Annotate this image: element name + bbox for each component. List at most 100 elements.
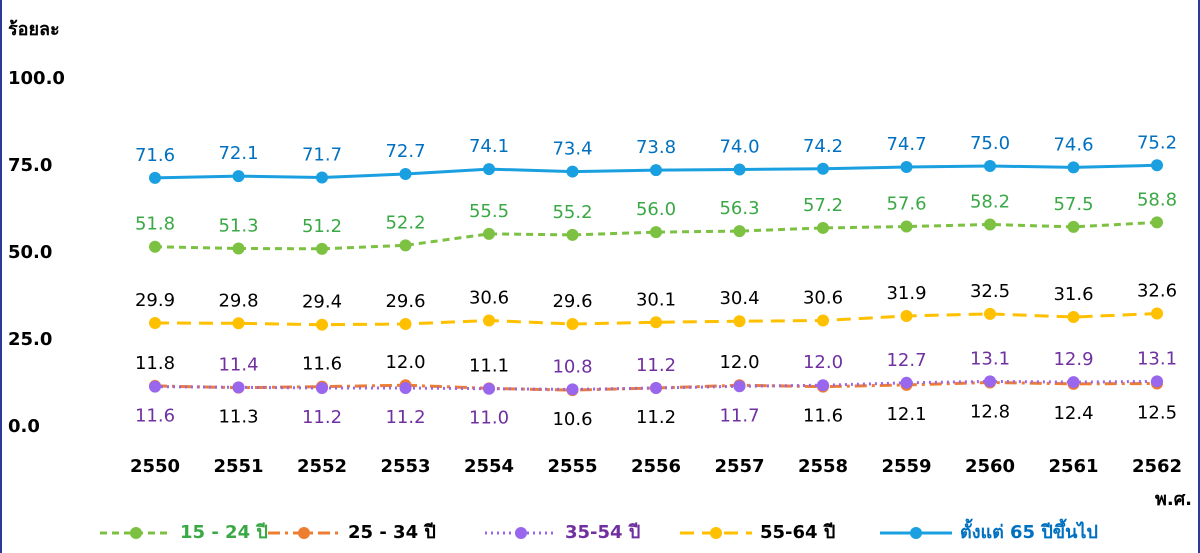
x-tick-label: 2557 xyxy=(714,456,764,477)
legend-label: 25 - 34 ปี xyxy=(348,522,436,543)
data-label: 55.5 xyxy=(469,201,509,222)
point xyxy=(483,163,495,176)
data-label: 29.6 xyxy=(552,291,592,312)
data-label: 11.2 xyxy=(636,407,676,428)
data-label: 30.6 xyxy=(469,288,509,309)
data-label: 74.0 xyxy=(719,136,759,157)
point xyxy=(316,242,328,255)
data-label: 29.9 xyxy=(135,290,175,311)
legend-label: 15 - 24 ปี xyxy=(180,522,268,543)
data-label: 56.3 xyxy=(719,198,759,219)
y-axis-label: ร้อยละ xyxy=(8,19,60,40)
x-tick-label: 2555 xyxy=(547,456,597,477)
legend-marker xyxy=(130,527,142,539)
legend-label: 55-64 ปี xyxy=(760,522,835,543)
y-tick-label: 75.0 xyxy=(8,155,52,176)
legend-marker xyxy=(910,527,922,539)
data-label: 58.2 xyxy=(970,191,1010,212)
data-label: 13.1 xyxy=(970,348,1010,369)
y-tick-label: 0.0 xyxy=(8,416,40,437)
data-label: 12.4 xyxy=(1053,403,1093,424)
data-label: 11.2 xyxy=(385,407,425,428)
point xyxy=(984,375,996,388)
point xyxy=(483,314,495,327)
data-label: 72.7 xyxy=(385,141,425,162)
data-label: 12.9 xyxy=(1053,349,1093,370)
data-label: 11.7 xyxy=(719,405,759,426)
data-label: 11.2 xyxy=(636,355,676,376)
x-tick-label: 2562 xyxy=(1132,456,1182,477)
data-label: 10.8 xyxy=(552,356,592,377)
point xyxy=(483,227,495,240)
point xyxy=(232,317,245,330)
legend-label: 35-54 ปี xyxy=(565,522,640,543)
data-label: 11.1 xyxy=(469,355,509,376)
data-label: 11.2 xyxy=(302,407,342,428)
point xyxy=(733,380,746,393)
data-label: 31.6 xyxy=(1053,284,1093,305)
data-label: 51.3 xyxy=(218,215,258,236)
data-label: 11.6 xyxy=(135,406,175,427)
data-label: 29.4 xyxy=(302,292,342,313)
data-label: 29.6 xyxy=(385,291,425,312)
point xyxy=(399,168,412,181)
point xyxy=(566,228,579,241)
data-label: 29.8 xyxy=(218,290,258,311)
data-label: 11.8 xyxy=(135,353,175,374)
point xyxy=(733,315,746,328)
point xyxy=(733,163,746,176)
point xyxy=(900,220,913,233)
data-label: 32.6 xyxy=(1137,281,1177,302)
data-label: 75.0 xyxy=(970,133,1010,154)
point xyxy=(316,318,328,331)
point xyxy=(733,225,746,238)
data-label: 57.5 xyxy=(1053,194,1093,215)
data-label: 56.0 xyxy=(636,199,676,220)
x-tick-label: 2559 xyxy=(881,456,931,477)
point xyxy=(1151,375,1163,388)
data-label: 58.8 xyxy=(1137,189,1177,210)
data-label: 12.0 xyxy=(803,352,843,373)
data-label: 11.6 xyxy=(803,406,843,427)
data-label: 30.4 xyxy=(719,288,759,309)
data-label: 12.7 xyxy=(886,350,926,371)
point xyxy=(566,383,579,396)
point xyxy=(566,165,579,178)
point xyxy=(900,161,913,174)
x-tick-label: 2561 xyxy=(1048,456,1098,477)
y-tick-label: 100.0 xyxy=(8,68,65,89)
point xyxy=(984,218,996,231)
x-tick-label: 2560 xyxy=(965,456,1015,477)
point xyxy=(1067,161,1080,174)
point xyxy=(650,164,662,177)
point xyxy=(984,307,996,320)
data-label: 10.6 xyxy=(552,409,592,430)
point xyxy=(566,317,579,330)
data-label: 73.4 xyxy=(552,139,592,160)
data-label: 74.1 xyxy=(469,136,509,157)
data-label: 12.8 xyxy=(970,401,1010,422)
data-label: 74.6 xyxy=(1053,134,1093,155)
data-label: 75.2 xyxy=(1137,132,1177,153)
point xyxy=(1067,311,1080,324)
y-tick-label: 25.0 xyxy=(8,329,52,350)
point xyxy=(900,376,913,389)
data-label: 11.3 xyxy=(218,407,258,428)
point xyxy=(232,170,245,183)
x-tick-label: 2550 xyxy=(130,456,180,477)
data-label: 74.2 xyxy=(803,136,843,157)
point xyxy=(650,382,662,395)
point xyxy=(1067,376,1080,389)
data-label: 13.1 xyxy=(1137,348,1177,369)
point xyxy=(817,162,829,175)
data-label: 12.0 xyxy=(719,352,759,373)
point xyxy=(399,239,412,252)
y-tick-label: 50.0 xyxy=(8,242,52,263)
data-label: 55.2 xyxy=(552,202,592,223)
point xyxy=(1151,307,1163,320)
x-tick-label: 2558 xyxy=(798,456,848,477)
x-tick-label: 2554 xyxy=(464,456,514,477)
data-label: 51.8 xyxy=(135,214,175,235)
point xyxy=(316,382,328,395)
